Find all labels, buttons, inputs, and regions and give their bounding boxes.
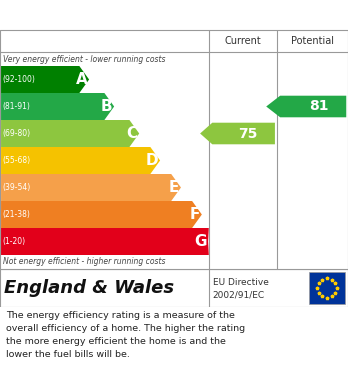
- Text: (55-68): (55-68): [3, 156, 31, 165]
- Polygon shape: [1, 228, 209, 255]
- Text: 75: 75: [238, 127, 258, 140]
- Text: The energy efficiency rating is a measure of the
overall efficiency of a home. T: The energy efficiency rating is a measur…: [6, 311, 245, 359]
- Polygon shape: [1, 201, 202, 228]
- Text: E: E: [169, 180, 179, 195]
- Text: (21-38): (21-38): [3, 210, 31, 219]
- Polygon shape: [266, 96, 346, 117]
- Polygon shape: [1, 174, 181, 201]
- Polygon shape: [1, 66, 89, 93]
- Text: Potential: Potential: [291, 36, 334, 46]
- Text: Current: Current: [224, 36, 261, 46]
- Text: G: G: [194, 234, 206, 249]
- Text: Not energy efficient - higher running costs: Not energy efficient - higher running co…: [3, 258, 165, 267]
- Text: 2002/91/EC: 2002/91/EC: [213, 291, 265, 300]
- Text: B: B: [101, 99, 112, 114]
- Text: EU Directive: EU Directive: [213, 278, 269, 287]
- Text: (39-54): (39-54): [3, 183, 31, 192]
- Text: A: A: [76, 72, 87, 87]
- Polygon shape: [1, 93, 114, 120]
- Polygon shape: [1, 120, 139, 147]
- Text: (1-20): (1-20): [3, 237, 26, 246]
- Text: (81-91): (81-91): [3, 102, 31, 111]
- Polygon shape: [1, 147, 160, 174]
- Text: Very energy efficient - lower running costs: Very energy efficient - lower running co…: [3, 54, 165, 63]
- Text: (69-80): (69-80): [3, 129, 31, 138]
- Text: Energy Efficiency Rating: Energy Efficiency Rating: [10, 6, 250, 24]
- Text: England & Wales: England & Wales: [4, 279, 174, 297]
- Text: F: F: [190, 207, 200, 222]
- Text: C: C: [126, 126, 137, 141]
- Text: 81: 81: [309, 99, 328, 113]
- Polygon shape: [200, 123, 275, 144]
- Text: (92-100): (92-100): [3, 75, 35, 84]
- Bar: [309, 272, 345, 304]
- Text: D: D: [146, 153, 158, 168]
